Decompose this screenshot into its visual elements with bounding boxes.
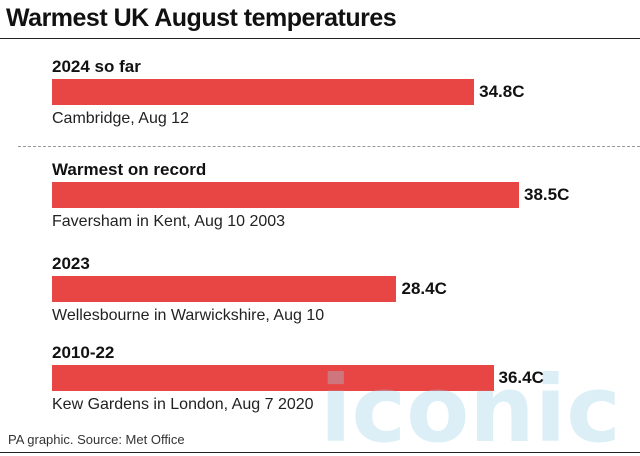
group-label: Warmest on record: [52, 160, 207, 179]
location-label: Kew Gardens in London, Aug 7 2020: [52, 396, 314, 413]
group-label: 2010-22: [52, 343, 115, 362]
location-label: Cambridge, Aug 12: [52, 110, 189, 127]
bar: [52, 79, 475, 105]
value-label: 34.8C: [479, 82, 525, 101]
bar: [52, 276, 397, 302]
value-label: 38.5C: [524, 185, 570, 204]
source-note: PA graphic. Source: Met Office: [8, 432, 185, 447]
location-label: Wellesbourne in Warwickshire, Aug 10: [52, 307, 325, 324]
bar: [52, 182, 519, 208]
group-label: 2024 so far: [52, 57, 141, 76]
iconic-watermark: iconic: [320, 356, 621, 450]
location-label: Faversham in Kent, Aug 10 2003: [52, 213, 286, 230]
top-rule: [0, 38, 640, 39]
value-label: 28.4C: [401, 279, 447, 298]
bar: [52, 365, 494, 391]
separator-dashed: [18, 146, 640, 147]
value-label: 36.4C: [498, 368, 544, 387]
group-label: 2023: [52, 254, 90, 273]
chart-title: Warmest UK August temperatures: [6, 4, 397, 32]
bottom-rule: [0, 452, 640, 453]
watermark-text: iconic: [320, 356, 621, 450]
